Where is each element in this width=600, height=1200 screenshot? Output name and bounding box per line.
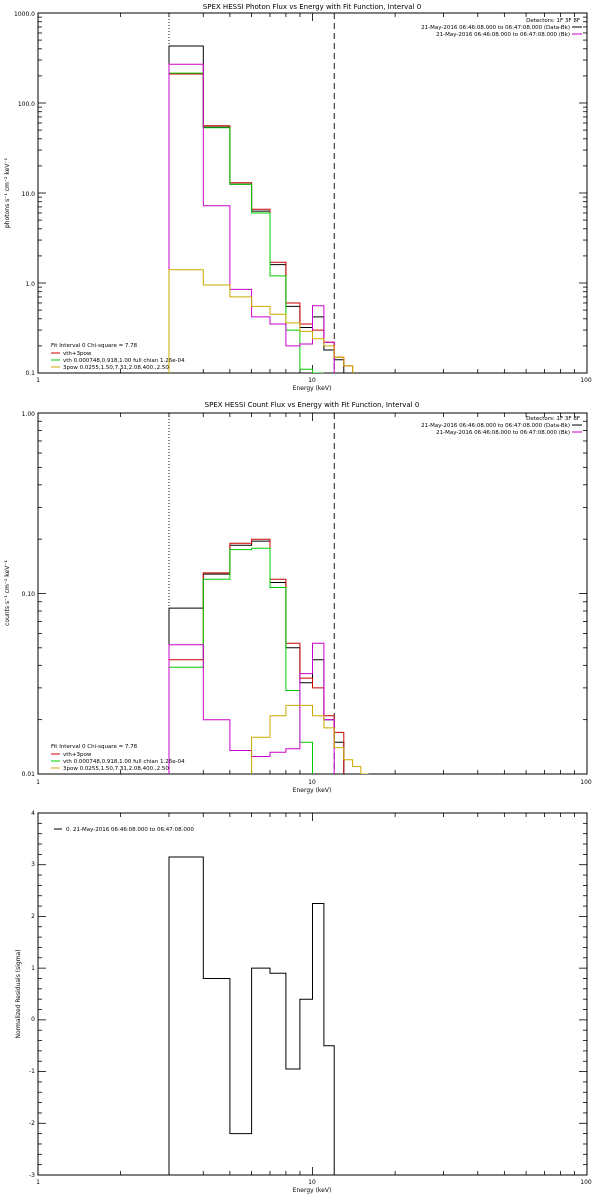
photon-flux-y-tick-label: 0.1	[25, 370, 35, 377]
photon-flux-y-tick-label: 1.0	[25, 281, 35, 288]
photon-flux-legend-bk: 21-May-2016 06:46:08.000 to 06:47:08.000…	[436, 32, 570, 38]
residuals-y-tick-label: 0	[31, 1016, 35, 1023]
count-flux-y-tick-label: 1.00	[22, 411, 36, 418]
residuals-x-label: Energy (keV)	[293, 1187, 332, 1194]
residuals-legend: 0. 21-May-2016 06:46:08.000 to 06:47:08.…	[54, 827, 194, 833]
count-flux-x-tick-label: 100	[580, 779, 592, 786]
photon-flux-series-3	[168, 63, 335, 373]
count-flux-y-tick-label: 0.01	[22, 771, 36, 778]
count-flux-series-4	[251, 704, 369, 774]
photon-flux-x-tick-label: 100	[580, 377, 592, 384]
residuals-y-tick-label: -2	[29, 1120, 35, 1127]
photon-flux-panel: SPEX HESSI Photon Flux vs Energy with Fi…	[4, 3, 592, 392]
count-flux-legend-3pow: 3pow 0.0255,1.50,7.31,2.08,400.,2.50	[63, 766, 169, 772]
photon-flux-legend-bottom: Fit Interval 0 Chi-square = 7.78 vth+3po…	[51, 343, 185, 371]
residuals-y-tick-label: -3	[29, 1172, 35, 1179]
residuals-legend-entry: 0. 21-May-2016 06:46:08.000 to 06:47:08.…	[66, 827, 194, 833]
photon-flux-x-tick-label: 10	[308, 377, 316, 384]
photon-flux-y-tick-label: 10.0	[22, 191, 36, 198]
residuals-y-tick-label: 4	[31, 810, 35, 817]
residuals-y-ticks: -3 -2 -1 0 1 2 3 4	[29, 810, 35, 1179]
photon-flux-plot-area	[37, 12, 588, 374]
count-flux-y-ticks: 0.01 0.10 1.00	[22, 411, 36, 778]
photon-flux-x-label: Energy (keV)	[293, 385, 332, 392]
count-flux-x-ticks: 1 10 100	[36, 779, 592, 786]
photon-flux-y-tick-label: 100.0	[18, 101, 35, 108]
count-flux-x-tick-label: 1	[36, 779, 40, 786]
photon-flux-title: SPEX HESSI Photon Flux vs Energy with Fi…	[203, 3, 421, 11]
photon-flux-x-ticks: 1 10 100	[36, 377, 592, 384]
count-flux-legend-vth3pow: vth+3pow	[63, 752, 92, 758]
photon-flux-series-line	[168, 269, 354, 373]
photon-flux-x-tick-label: 1	[36, 377, 40, 384]
count-flux-title: SPEX HESSI Count Flux vs Energy with Fit…	[205, 401, 420, 409]
count-flux-legend-detectors: Detectors: 1F 3F 8F	[526, 416, 580, 422]
count-flux-y-tick-label: 0.10	[22, 591, 36, 598]
photon-flux-fit-header: Fit Interval 0 Chi-square = 7.78	[51, 343, 138, 349]
residuals-panel: Energy (keV) Normalized Residuals (sigma…	[15, 810, 592, 1194]
photon-flux-y-label: photons s⁻¹ cm⁻² keV⁻¹	[4, 157, 11, 228]
count-flux-series-3	[168, 642, 335, 774]
count-flux-panel: SPEX HESSI Count Flux vs Energy with Fit…	[4, 401, 592, 794]
photon-flux-legend-data-bk: 21-May-2016 06:46:08.000 to 06:47:08.000…	[421, 25, 570, 31]
count-flux-y-label: counts s⁻¹ cm⁻² keV⁻¹	[4, 560, 11, 626]
count-flux-series-line	[251, 704, 369, 774]
count-flux-plot-area	[37, 412, 588, 775]
photon-flux-y-ticks: 0.1 1.0 10.0 100.0 1000.0	[14, 11, 35, 377]
count-flux-legend-bottom: Fit Interval 0 Chi-square = 7.78 vth+3po…	[51, 744, 185, 772]
count-flux-legend-vth: vth 0.000748,0.918,1.00 full chian 1.26e…	[63, 759, 185, 765]
count-flux-fit-header: Fit Interval 0 Chi-square = 7.78	[51, 744, 138, 750]
residuals-y-label: Normalized Residuals (sigma)	[15, 949, 22, 1038]
residuals-series-line	[168, 856, 335, 1175]
count-flux-legend-data-bk: 21-May-2016 06:46:08.000 to 06:47:08.000…	[421, 423, 570, 429]
residuals-y-tick-label: 2	[31, 913, 35, 920]
photon-flux-legend-top: Detectors: 1F 3F 8F 21-May-2016 06:46:08…	[421, 18, 582, 38]
photon-flux-legend-vth3pow: vth+3pow	[63, 351, 92, 357]
residuals-series-0	[168, 856, 335, 1175]
residuals-x-tick-label: 1	[36, 1179, 40, 1186]
residuals-y-tick-label: 3	[31, 861, 35, 868]
photon-flux-legend-detectors: Detectors: 1F 3F 8F	[526, 18, 580, 24]
photon-flux-series-4	[168, 269, 354, 373]
residuals-y-tick-label: 1	[31, 965, 35, 972]
photon-flux-legend-vth: vth 0.000748,0.918,1.00 full chian 1.26e…	[63, 358, 185, 364]
count-flux-x-tick-label: 10	[308, 779, 316, 786]
count-flux-series-line	[168, 642, 335, 774]
photon-flux-series-line	[168, 63, 335, 373]
residuals-x-tick-label: 100	[580, 1179, 592, 1186]
residuals-y-tick-label: -1	[29, 1068, 35, 1075]
residuals-x-ticks: 1 10 100	[36, 1179, 592, 1186]
photon-flux-legend-3pow: 3pow 0.0255,1.50,7.31,2.08,400.,2.50	[63, 365, 169, 371]
residuals-x-tick-label: 10	[308, 1179, 316, 1186]
count-flux-legend-bk: 21-May-2016 06:46:08.000 to 06:47:08.000…	[436, 430, 570, 436]
photon-flux-y-tick-label: 1000.0	[14, 11, 35, 18]
residuals-plot-area	[37, 812, 588, 1176]
count-flux-legend-top: Detectors: 1F 3F 8F 21-May-2016 06:46:08…	[421, 416, 582, 436]
count-flux-x-label: Energy (keV)	[293, 787, 332, 794]
